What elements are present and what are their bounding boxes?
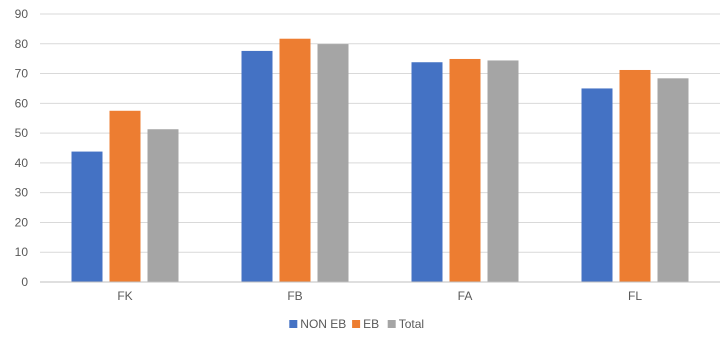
y-tick-label: 40	[15, 156, 29, 170]
legend-label-eb: EB	[363, 317, 379, 331]
bar-eb-fk	[109, 110, 141, 283]
bar-eb-fb	[279, 38, 311, 282]
y-tick-label: 60	[15, 96, 29, 110]
y-tick-label: 80	[15, 37, 29, 51]
bar-total-fl	[657, 78, 689, 282]
bar-eb-fa	[449, 58, 481, 282]
legend-label-total: Total	[399, 317, 424, 331]
x-tick-label-fl: FL	[628, 289, 642, 303]
y-tick-label: 90	[15, 7, 29, 21]
bar-non-eb-fa	[411, 62, 443, 282]
y-axis-tick-labels: 0 10 20 30 40 50 60 70 80 90	[15, 7, 29, 289]
bar-non-eb-fl	[581, 88, 613, 282]
y-tick-label: 70	[15, 67, 29, 81]
bar-non-eb-fb	[241, 50, 273, 283]
bar-total-fa	[487, 60, 519, 282]
y-tick-label: 10	[15, 245, 29, 259]
bars	[71, 38, 689, 283]
legend-swatch-total	[387, 320, 396, 328]
bar-total-fb	[317, 44, 349, 282]
bar-eb-fl	[619, 69, 651, 282]
x-tick-label-fa: FA	[458, 289, 473, 303]
legend-label-non-eb: NON EB	[300, 317, 346, 331]
gridlines	[40, 13, 720, 253]
legend-swatch-eb	[352, 320, 361, 328]
y-tick-label: 50	[15, 126, 29, 140]
bar-non-eb-fk	[71, 151, 103, 282]
x-axis-tick-labels: FK FB FA FL	[117, 289, 642, 303]
x-tick-label-fk: FK	[117, 289, 132, 303]
bar-total-fk	[147, 129, 179, 282]
x-tick-label-fb: FB	[287, 289, 302, 303]
y-tick-label: 0	[21, 275, 28, 289]
legend: NON EB EB Total	[289, 317, 424, 331]
legend-swatch-non-eb	[289, 320, 298, 328]
y-tick-label: 20	[15, 215, 29, 229]
y-tick-label: 30	[15, 186, 29, 200]
